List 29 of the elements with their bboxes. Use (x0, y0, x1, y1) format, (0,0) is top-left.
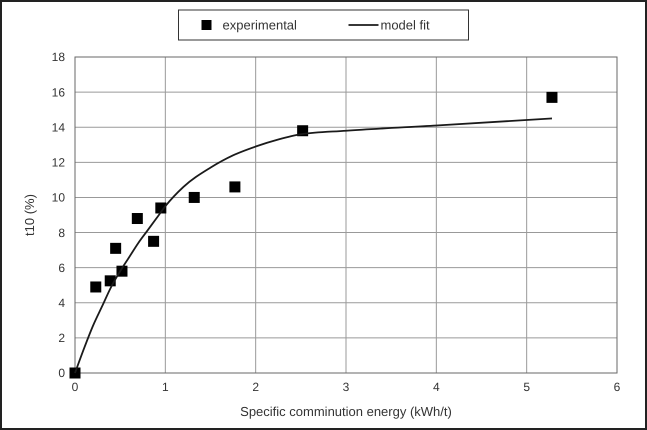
point (188, 192, 200, 203)
legend-label: model fit (380, 18, 430, 33)
x-tick-label: 0 (72, 380, 79, 394)
y-tick-label: 10 (52, 190, 66, 205)
y-tick-label: 8 (58, 226, 66, 240)
y-tick-label: 6 (58, 260, 66, 275)
x-tick-label: 3 (342, 380, 350, 394)
point (132, 213, 143, 224)
x-axis-title: Specific comminution energy (kWh/t) (240, 404, 452, 419)
y-tick-label: 14 (52, 120, 66, 134)
x-tick-label: 5 (523, 380, 530, 394)
y-tick-label: 0 (58, 366, 66, 380)
point (546, 92, 558, 103)
point (90, 281, 102, 292)
y-tick-label: 2 (58, 331, 66, 346)
x-tick-label: 2 (252, 380, 260, 394)
point (110, 242, 122, 254)
point (229, 181, 240, 192)
legend-label: experimental (222, 18, 298, 33)
y-axis-title: t10 (%) (22, 194, 37, 236)
point (70, 368, 80, 378)
x-tick-label: 6 (614, 380, 621, 394)
x-tick-label: 1 (162, 380, 169, 394)
y-tick-label: 16 (52, 85, 66, 100)
y-tick-label: 4 (58, 296, 66, 310)
y-tick-label: 12 (52, 156, 66, 170)
point (148, 236, 160, 247)
y-tick-label: 18 (52, 50, 66, 64)
x-tick-label: 4 (432, 380, 440, 394)
